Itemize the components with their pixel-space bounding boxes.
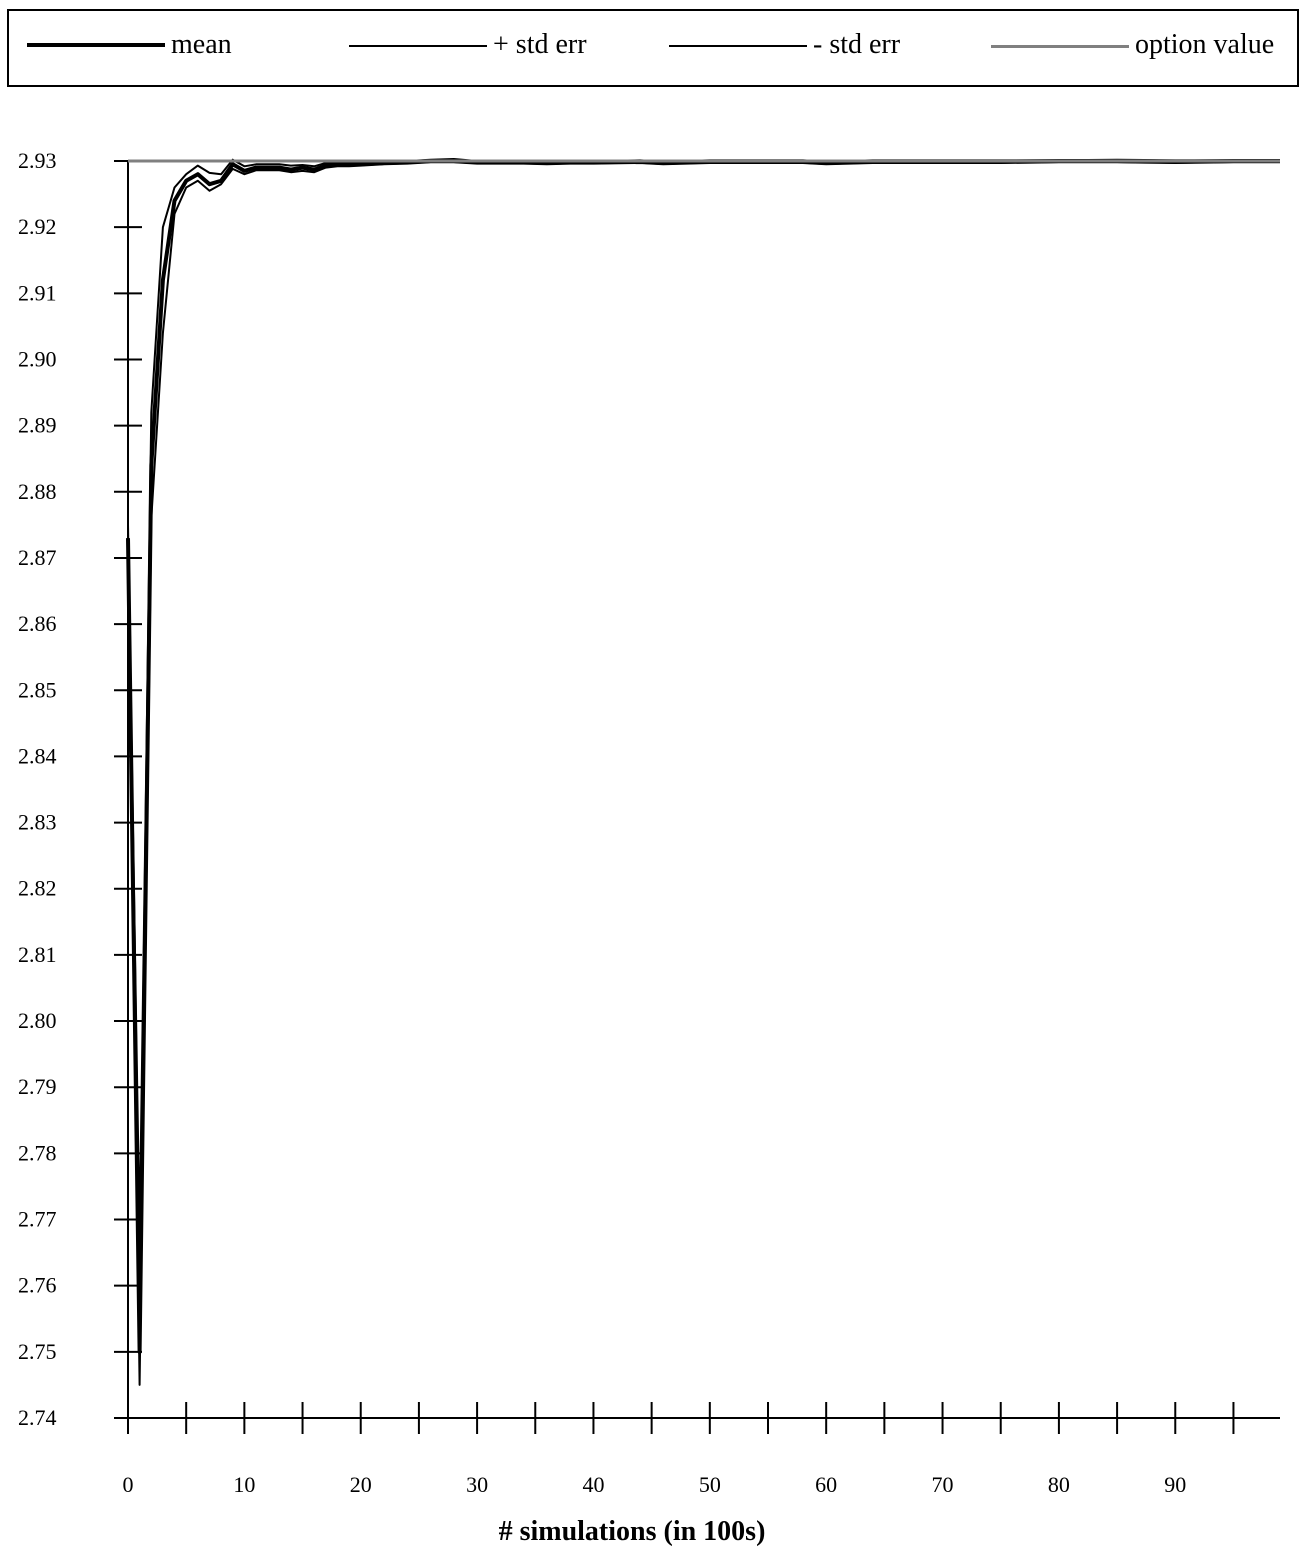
y-tick-label: 2.78 xyxy=(18,1140,57,1165)
y-tick-label: 2.84 xyxy=(18,743,57,768)
y-tick-label: 2.89 xyxy=(18,413,57,438)
x-tick-label: 20 xyxy=(350,1472,372,1497)
y-tick-label: 2.81 xyxy=(18,942,57,967)
series-line-std-err xyxy=(127,161,1280,1386)
y-tick-label: 2.74 xyxy=(18,1405,57,1430)
x-tick-label: 90 xyxy=(1164,1472,1186,1497)
y-tick-label: 2.83 xyxy=(18,810,57,835)
series-line-std-err xyxy=(127,158,1280,1234)
legend-swatch-option-value xyxy=(991,45,1129,48)
y-tick-label: 2.87 xyxy=(18,545,57,570)
y-tick-label: 2.90 xyxy=(18,346,57,371)
x-axis-title: # simulations (in 100s) xyxy=(499,1516,766,1547)
y-tick-label: 2.80 xyxy=(18,1008,57,1033)
x-tick-label: 70 xyxy=(932,1472,954,1497)
legend-swatch-plus-std-err xyxy=(349,45,487,47)
legend-swatch-mean xyxy=(27,43,165,47)
y-tick-label: 2.79 xyxy=(18,1074,57,1099)
y-tick-label: 2.75 xyxy=(18,1339,57,1364)
x-tick-label: 0 xyxy=(123,1472,134,1497)
x-tick-label: 10 xyxy=(233,1472,255,1497)
y-tick-label: 2.88 xyxy=(18,479,57,504)
x-tick-label: 40 xyxy=(582,1472,604,1497)
x-tick-label: 60 xyxy=(815,1472,837,1497)
legend-label-mean: mean xyxy=(171,29,232,60)
y-tick-label: 2.93 xyxy=(18,148,57,173)
y-tick-label: 2.92 xyxy=(18,214,57,239)
x-tick-label: 80 xyxy=(1048,1472,1070,1497)
y-tick-label: 2.76 xyxy=(18,1273,57,1298)
y-tick-label: 2.77 xyxy=(18,1207,57,1232)
x-tick-label: 50 xyxy=(699,1472,721,1497)
legend-label-plus-std-err: + std err xyxy=(493,29,587,60)
legend-swatch-minus-std-err xyxy=(669,45,807,47)
plot-area: 2.74 2.75 2.76 2.77 2.78 2.79 2.80 2.81 2.82 2.83… xyxy=(18,148,1280,1497)
y-tick-label: 2.86 xyxy=(18,611,57,636)
y-tick-label: 2.85 xyxy=(18,677,57,702)
y-tick-label: 2.82 xyxy=(18,876,57,901)
legend-label-option-value: option value xyxy=(1135,29,1275,60)
y-tick-label: 2.91 xyxy=(18,280,57,305)
chart-legend: mean + std err - std err option value xyxy=(7,9,1299,87)
series-line-mean xyxy=(126,159,1280,1354)
legend-label-minus-std-err: - std err xyxy=(813,29,901,60)
x-tick-label: 30 xyxy=(466,1472,488,1497)
